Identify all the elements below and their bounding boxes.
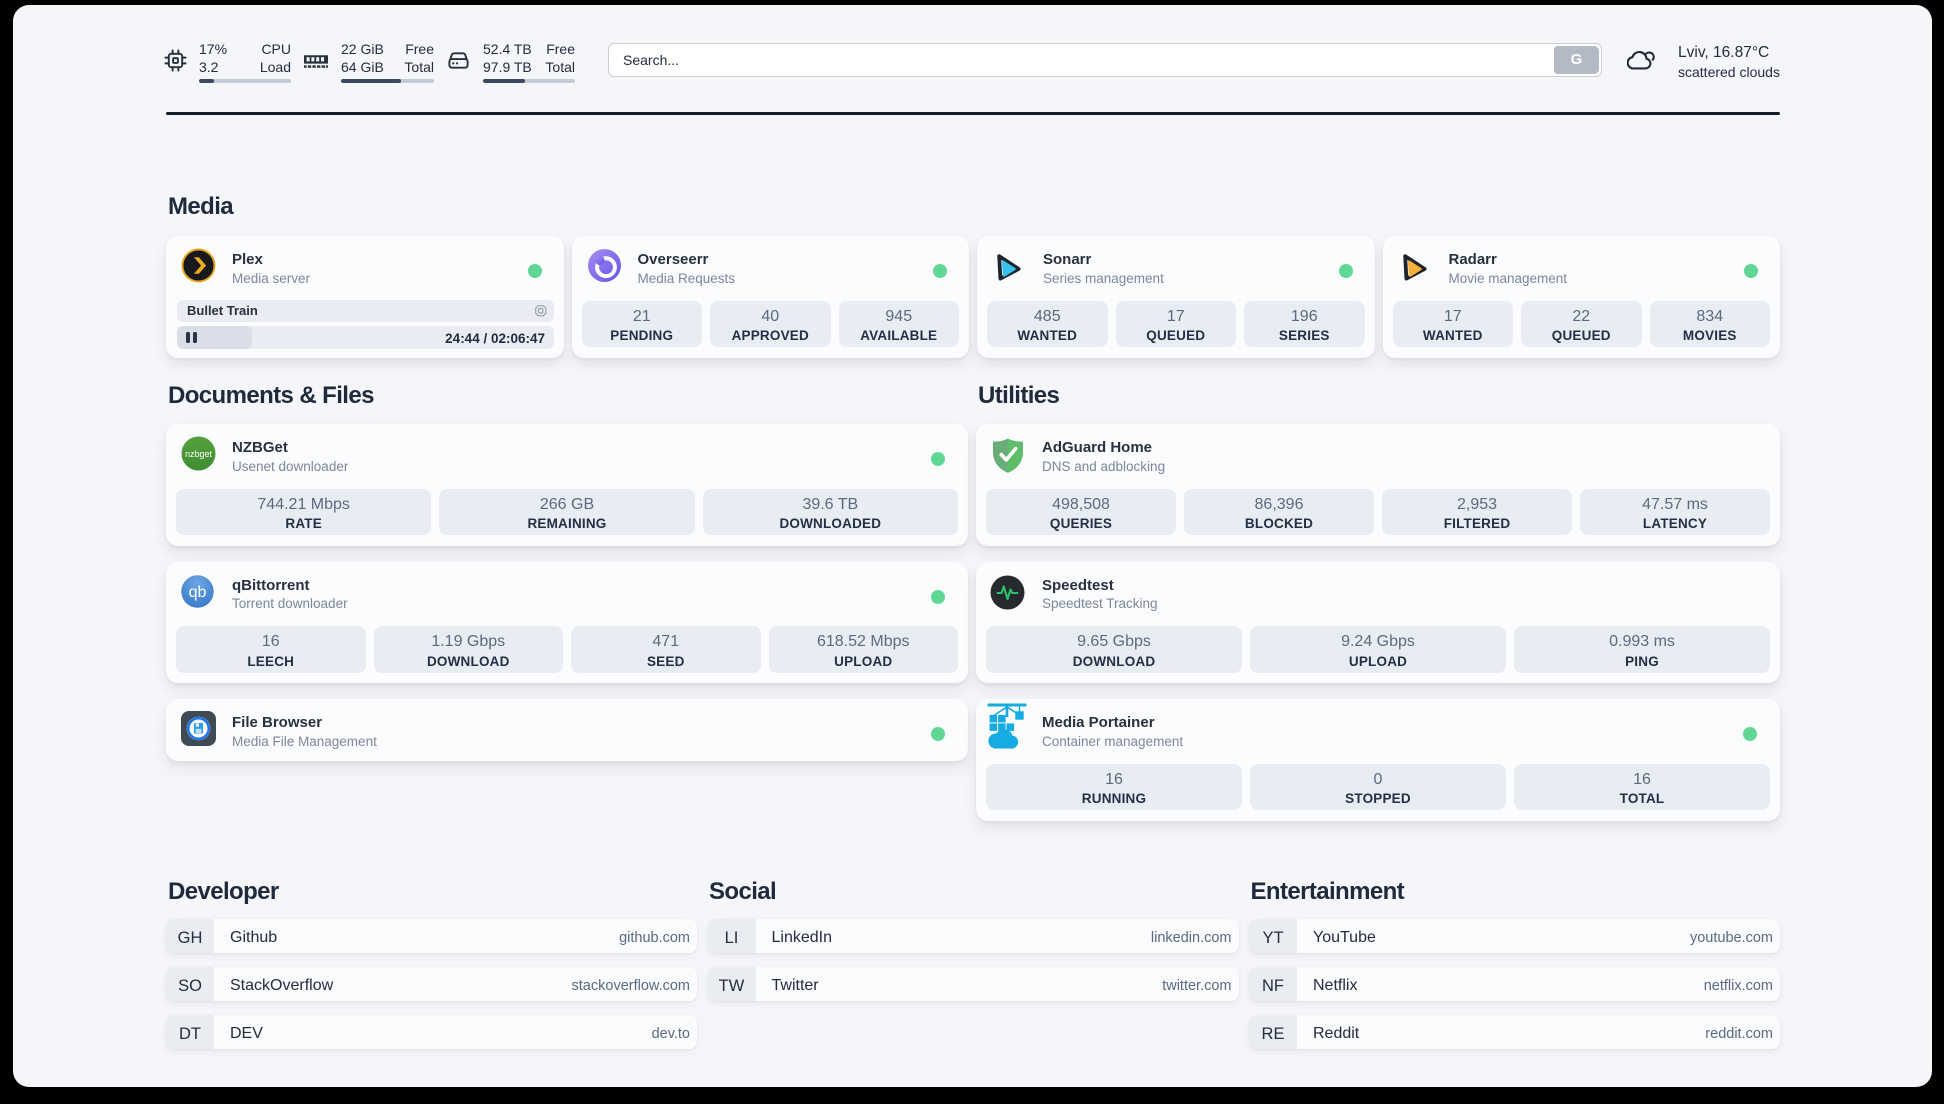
svg-text:qb: qb — [189, 584, 207, 601]
svg-text:nzbget: nzbget — [185, 449, 213, 459]
